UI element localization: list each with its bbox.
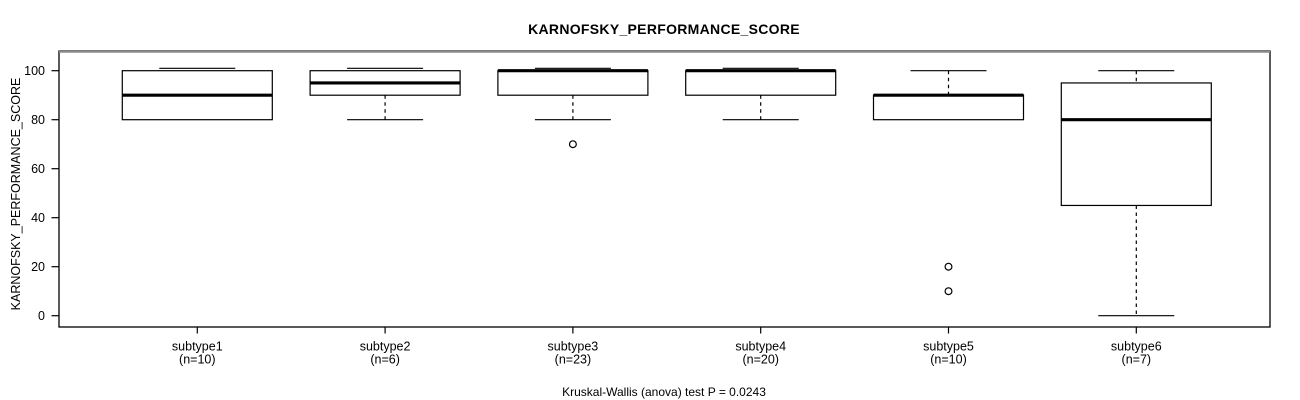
x-tick-sublabel: (n=6)	[370, 353, 400, 367]
outlier-point	[568, 140, 577, 149]
x-tick-sublabel: (n=10)	[930, 353, 966, 367]
x-tick-label: subtype6	[1111, 340, 1162, 354]
box-rect-subtype5	[872, 94, 1025, 121]
x-tick-label: subtype3	[548, 340, 599, 354]
x-tick-sublabel: (n=23)	[555, 353, 591, 367]
stat-test-footer: Kruskal-Wallis (anova) test P = 0.0243	[562, 385, 766, 399]
x-tick-label: subtype2	[360, 340, 411, 354]
x-tick-sublabel: (n=10)	[179, 353, 215, 367]
x-tick-label: subtype1	[172, 340, 223, 354]
plot-content: 020406080100subtype1(n=10)subtype2(n=6)s…	[24, 64, 1212, 367]
y-tick-label: 60	[31, 162, 45, 176]
x-tick-label: subtype4	[735, 340, 786, 354]
box-rect-subtype6	[1060, 82, 1212, 207]
y-tick-label: 40	[31, 211, 45, 225]
y-tick-label: 100	[24, 64, 45, 78]
x-tick-sublabel: (n=7)	[1122, 353, 1152, 367]
x-tick-label: subtype5	[923, 340, 974, 354]
box-rect-subtype3	[497, 70, 649, 96]
box-rect-subtype4	[685, 70, 837, 96]
y-tick-label: 80	[31, 113, 45, 127]
y-tick-label: 0	[38, 309, 45, 323]
chart-title: KARNOFSKY_PERFORMANCE_SCORE	[528, 21, 800, 37]
y-axis-label: KARNOFSKY_PERFORMANCE_SCORE	[9, 78, 23, 311]
outlier-point	[944, 287, 953, 296]
x-tick-sublabel: (n=20)	[742, 353, 778, 367]
outlier-point	[944, 262, 953, 271]
y-tick-label: 20	[31, 260, 45, 274]
